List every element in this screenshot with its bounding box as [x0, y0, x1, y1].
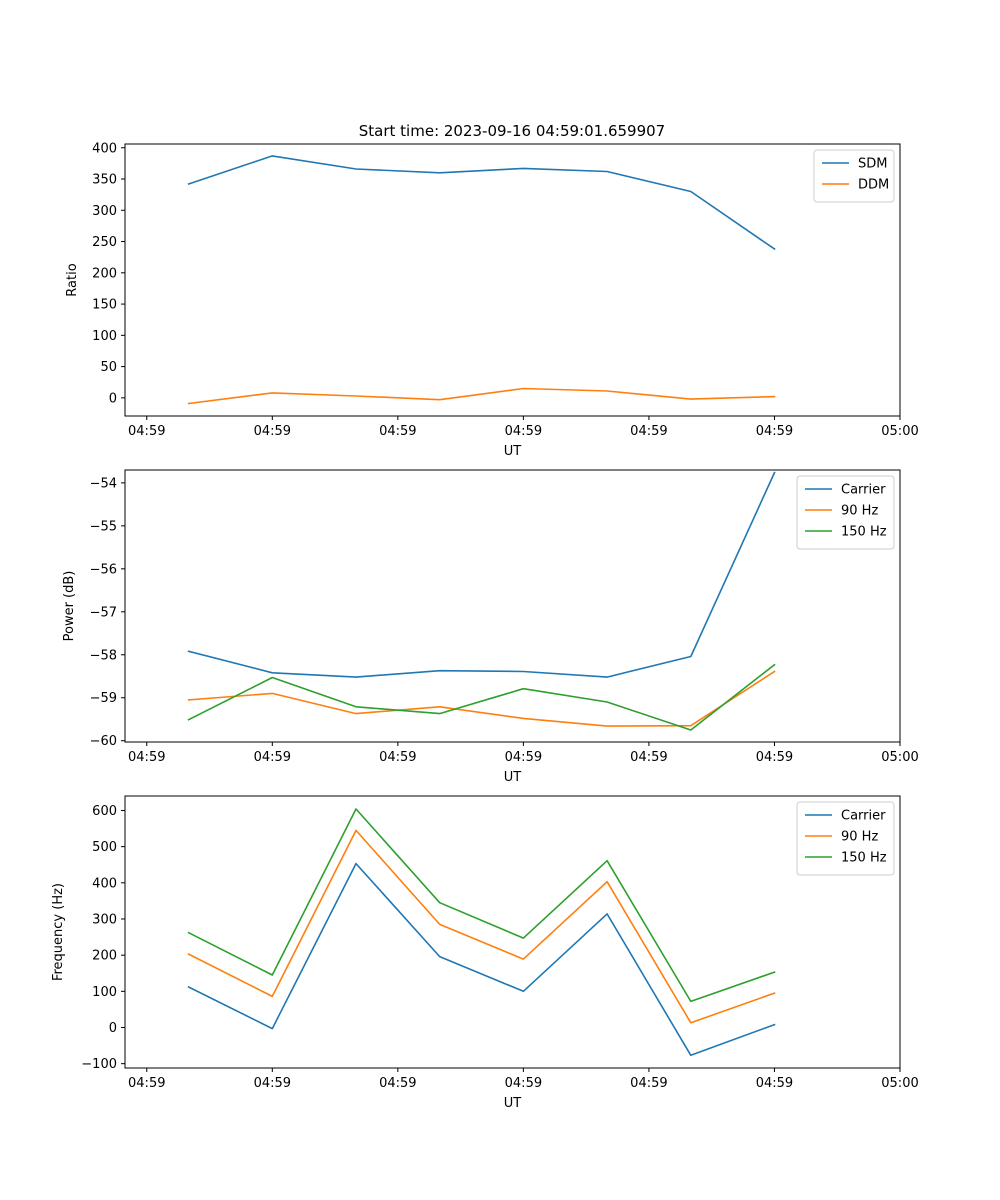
legend-label: DDM — [858, 178, 889, 193]
y-tick-label: 150 — [92, 298, 117, 313]
legend: SDM DDM — [813, 149, 895, 203]
y-tick-label: 600 — [92, 804, 117, 819]
y-tick-label: 400 — [92, 876, 117, 891]
x-tick-label: 04:59 — [128, 750, 165, 765]
y-tick-label: −54 — [90, 476, 117, 491]
legend-label: 150 Hz — [841, 525, 887, 540]
y-tick-label: −60 — [90, 734, 117, 749]
series-line-150-hz — [187, 663, 776, 731]
x-tick-label: 04:59 — [254, 750, 291, 765]
x-tick-label: 04:59 — [630, 1076, 667, 1091]
x-axis-label: UT — [504, 444, 522, 459]
legend-label: Carrier — [841, 809, 886, 824]
series-line-carrier — [187, 862, 776, 1057]
series-line-carrier — [187, 471, 776, 678]
y-tick-label: −57 — [90, 605, 117, 620]
x-tick-label: 04:59 — [630, 424, 667, 439]
legend-label: SDM — [858, 157, 887, 172]
axes-frame — [124, 795, 901, 1069]
y-tick-label: 400 — [92, 141, 117, 156]
series-group — [187, 808, 776, 1057]
x-tick-label: 05:00 — [881, 424, 918, 439]
y-axis-label: Frequency (Hz) — [51, 883, 66, 981]
x-tick-label: 04:59 — [254, 424, 291, 439]
series-line-90-hz — [187, 829, 776, 1024]
chart-title: Start time: 2023-09-16 04:59:01.659907 — [359, 122, 665, 140]
x-tick-label: 04:59 — [505, 1076, 542, 1091]
series-line-ddm — [187, 387, 776, 405]
legend-label: 150 Hz — [841, 851, 887, 866]
x-tick-label: 05:00 — [881, 1076, 918, 1091]
legend-label: 90 Hz — [841, 830, 878, 845]
subplot-2: 04:59 04:59 04:59 04:59 04:59 04:59 05:00 −60 −5… — [62, 469, 919, 785]
legend-label: 90 Hz — [841, 504, 878, 519]
y-tick-label: 100 — [92, 985, 117, 1000]
y-tick-label: −59 — [90, 691, 117, 706]
y-tick-label: 500 — [92, 840, 117, 855]
axes-frame — [124, 143, 901, 417]
axes-frame — [124, 469, 901, 743]
x-tick-label: 04:59 — [379, 424, 416, 439]
y-tick-label: −100 — [81, 1057, 117, 1072]
x-axis-label: UT — [504, 1096, 522, 1111]
x-axis-label: UT — [504, 770, 522, 785]
y-axis-label: Ratio — [65, 263, 80, 296]
y-tick-label: 250 — [92, 235, 117, 250]
y-tick-label: 0 — [109, 391, 117, 406]
x-tick-label: 04:59 — [254, 1076, 291, 1091]
subplot-1: 04:59 04:59 04:59 04:59 04:59 04:59 05:00 0 50 10… — [65, 141, 919, 459]
x-tick-label: 04:59 — [630, 750, 667, 765]
x-tick-label: 04:59 — [505, 424, 542, 439]
x-tick-label: 04:59 — [128, 1076, 165, 1091]
y-tick-label: −56 — [90, 562, 117, 577]
series-line-sdm — [187, 155, 776, 251]
y-tick-label: −58 — [90, 648, 117, 663]
x-tick-label: 04:59 — [379, 1076, 416, 1091]
x-tick-label: 04:59 — [505, 750, 542, 765]
series-group — [187, 155, 776, 405]
y-tick-label: −55 — [90, 519, 117, 534]
y-tick-label: 200 — [92, 949, 117, 964]
legend: Carrier 90 Hz 150 Hz — [796, 801, 895, 876]
y-tick-label: 350 — [92, 173, 117, 188]
x-tick-label: 05:00 — [881, 750, 918, 765]
legend-label: Carrier — [841, 483, 886, 498]
y-axis-label: Power (dB) — [62, 571, 77, 642]
y-tick-label: 300 — [92, 204, 117, 219]
legend: Carrier 90 Hz 150 Hz — [796, 475, 895, 550]
y-tick-label: 200 — [92, 266, 117, 281]
x-tick-label: 04:59 — [756, 1076, 793, 1091]
x-tick-label: 04:59 — [379, 750, 416, 765]
x-tick-label: 04:59 — [128, 424, 165, 439]
y-tick-label: 0 — [109, 1021, 117, 1036]
subplots: 04:59 04:59 04:59 04:59 04:59 04:59 05:00 0 50 10… — [51, 141, 919, 1111]
x-tick-label: 04:59 — [756, 750, 793, 765]
y-tick-label: 300 — [92, 912, 117, 927]
y-tick-label: 100 — [92, 329, 117, 344]
subplot-3: 04:59 04:59 04:59 04:59 04:59 04:59 05:00 −100 0… — [51, 795, 919, 1111]
x-tick-label: 04:59 — [756, 424, 793, 439]
series-group — [187, 471, 776, 731]
y-tick-label: 50 — [100, 360, 117, 375]
series-line-150-hz — [187, 808, 776, 1003]
